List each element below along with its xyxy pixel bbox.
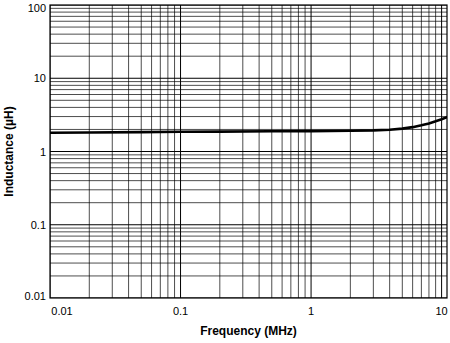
minor-grid-y [50, 34, 447, 35]
minor-grid-y [50, 154, 447, 155]
x-tick-label: 0.1 [173, 305, 188, 317]
chart: 0.01 0.1 1 10 0.01 0.1 1 10 100 Frequency (MHz) In… [0, 0, 450, 343]
minor-grid-y [50, 173, 447, 174]
minor-grid-y [50, 167, 447, 168]
minor-grid-y [50, 202, 447, 203]
grid-y [50, 151, 447, 152]
minor-grid-y [50, 85, 447, 86]
minor-grid-y [50, 89, 447, 90]
minor-grid-y [50, 8, 447, 9]
minor-grid-y [50, 43, 447, 44]
minor-grid-y [50, 246, 447, 247]
minor-grid-y [50, 56, 447, 57]
minor-grid-y [50, 81, 447, 82]
y-axis-label: Inductance (µH) [2, 106, 16, 196]
y-tick-label: 0.01 [25, 290, 46, 302]
inductance-curve [50, 117, 447, 133]
minor-grid-y [50, 21, 447, 22]
minor-grid-y [50, 236, 447, 237]
minor-grid-y [50, 16, 447, 17]
minor-grid-y [50, 275, 447, 276]
chart-root: 0.01 0.1 1 10 0.01 0.1 1 10 100 Frequency (MHz) In… [0, 0, 450, 343]
series-group [50, 117, 447, 133]
minor-grid-y [50, 263, 447, 264]
x-tick-label: 10 [435, 305, 447, 317]
minor-grid-y [50, 107, 447, 108]
y-tick-label: 10 [34, 72, 46, 84]
minor-grid-y [50, 116, 447, 117]
minor-grid-y [50, 94, 447, 95]
grid-y [50, 224, 447, 225]
minor-grid-y [50, 228, 447, 229]
minor-grid-y [50, 27, 447, 28]
x-axis-label: Frequency (MHz) [200, 324, 297, 338]
grid [50, 5, 447, 298]
minor-grid-y [50, 231, 447, 232]
background [0, 0, 450, 343]
y-tick-label: 1 [40, 146, 46, 158]
y-tick-label: 100 [28, 2, 46, 14]
minor-grid-y [50, 162, 447, 163]
x-tick-label: 0.01 [51, 305, 72, 317]
minor-grid-y [50, 12, 447, 13]
minor-grid-y [50, 189, 447, 190]
minor-grid-y [50, 253, 447, 254]
y-tick-label: 0.1 [31, 219, 46, 231]
minor-grid-y [50, 100, 447, 101]
x-tick-label: 1 [308, 305, 314, 317]
plot-frame [50, 5, 447, 298]
minor-grid-y [50, 241, 447, 242]
minor-grid-y [50, 158, 447, 159]
grid-y [50, 78, 447, 79]
minor-grid-y [50, 180, 447, 181]
